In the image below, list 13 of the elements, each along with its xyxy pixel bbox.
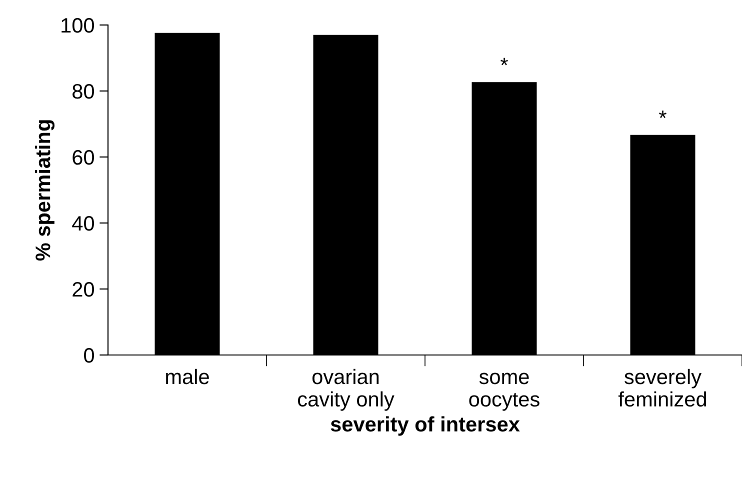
y-tick-label: 100 <box>62 18 94 33</box>
y-tick-label: 40 <box>72 216 94 231</box>
y-axis-title: % spermiating <box>34 120 54 261</box>
x-tick-label: some oocytes <box>469 372 540 411</box>
y-tick-label: 60 <box>72 150 94 165</box>
y-tick-label: 0 <box>84 348 94 363</box>
x-tick-label: male <box>166 368 209 384</box>
y-tick-label: 20 <box>72 282 94 297</box>
x-tick-label: severely feminized <box>618 368 706 407</box>
y-tick-label: 80 <box>72 84 94 99</box>
annotation: * <box>500 58 508 66</box>
x-axis-title: severity of intersex <box>330 416 520 436</box>
annotation: * <box>659 110 666 118</box>
